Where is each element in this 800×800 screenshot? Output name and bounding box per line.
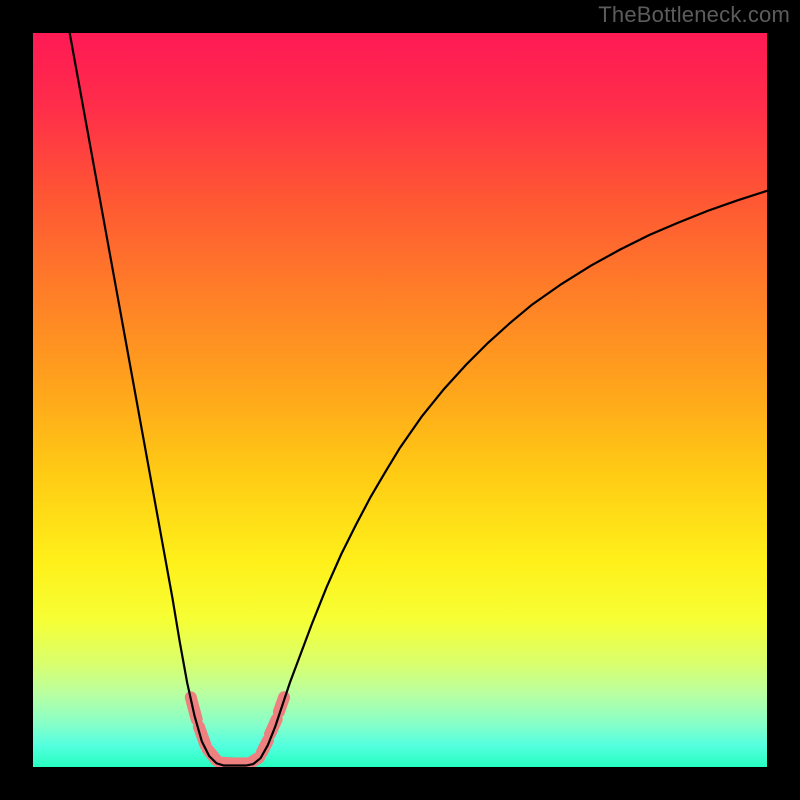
chart-frame: TheBottleneck.com [0,0,800,800]
watermark-text: TheBottleneck.com [598,2,790,28]
plot-background [33,33,767,767]
plot-svg [33,33,767,767]
